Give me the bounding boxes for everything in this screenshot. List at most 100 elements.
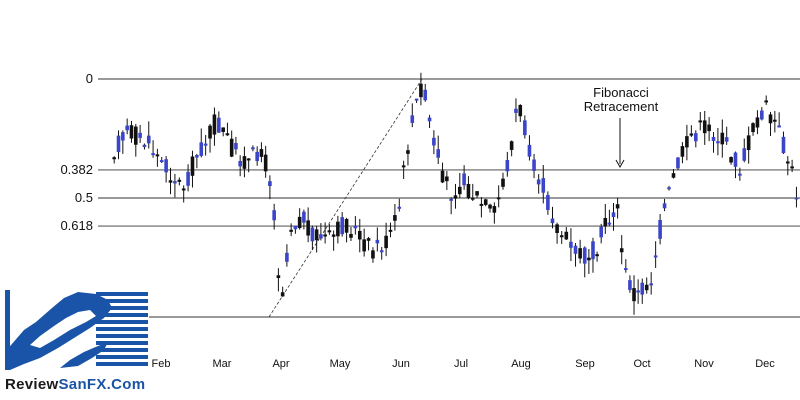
logo-word-review: Review: [5, 376, 59, 393]
candle-body-down: [225, 133, 230, 136]
candle-body-up: [546, 194, 550, 210]
annotation-line-1: Fibonacci: [593, 85, 649, 100]
candle-body-down: [440, 170, 445, 183]
candle-body-up: [302, 211, 306, 223]
candle-body-down: [702, 120, 707, 134]
candle-body-down: [181, 188, 186, 191]
candle-body-down: [644, 284, 649, 291]
candle-body-down: [168, 180, 173, 183]
candle-body-up: [125, 125, 129, 131]
candle-body-down: [632, 288, 636, 302]
candle-body-up: [636, 290, 640, 293]
candle-body-down: [492, 206, 497, 213]
candle-body-up: [353, 225, 358, 229]
candle-body-up: [427, 117, 432, 122]
candle-body-up: [414, 98, 419, 101]
candle-body-down: [327, 230, 332, 233]
candle-body-up: [138, 132, 142, 138]
candle-body-up: [624, 268, 628, 271]
candle-body-down: [518, 104, 523, 117]
logo-stripe: [96, 362, 148, 366]
candle-body-up: [199, 142, 204, 156]
candle-body-down: [479, 203, 484, 206]
candle-body-up: [142, 144, 147, 148]
candle-body-down: [773, 119, 777, 122]
annotation-line-2: Retracement: [584, 99, 659, 114]
candle-body-down: [419, 83, 423, 98]
candle-body-up: [541, 178, 546, 193]
logo-stripe: [96, 299, 148, 303]
candle-body-up: [462, 173, 466, 186]
candle-body-down: [453, 195, 458, 199]
candle-body-up: [432, 137, 436, 146]
candle-body-down: [587, 257, 591, 261]
logo-stripe: [96, 320, 148, 324]
fib-level-label: 0: [86, 71, 93, 86]
candle-body-up: [573, 245, 578, 254]
candle-body-down: [331, 234, 336, 237]
candle-body-down: [323, 234, 327, 237]
candle-body-down: [212, 114, 217, 135]
candle-body-up: [738, 173, 742, 176]
x-tick-label: Mar: [213, 358, 232, 370]
candle-body-down: [555, 224, 559, 234]
candle-body-up: [410, 115, 415, 123]
fibonacci-annotation: Fibonacci Retracement: [584, 85, 659, 169]
candle-body-down: [280, 292, 285, 297]
candle-body-up: [640, 282, 645, 295]
candle-body-up: [550, 218, 555, 224]
logo-border: [5, 290, 10, 370]
candle-body-down: [615, 204, 620, 209]
swing-trend-line: [268, 78, 423, 318]
candle-body-up: [781, 136, 786, 154]
candle-body-down: [466, 183, 471, 198]
candle-body-up: [591, 241, 595, 260]
candle-body-up: [285, 252, 289, 262]
x-tick-label: Jun: [392, 358, 410, 370]
candle-body-down: [401, 165, 406, 168]
candle-body-up: [514, 108, 518, 113]
candle-body-down: [595, 254, 599, 257]
candle-body-up: [217, 117, 221, 133]
candle-body-down: [406, 150, 410, 154]
x-tick-label: Dec: [755, 358, 775, 370]
candle-body-down: [221, 127, 225, 132]
x-axis-month-labels: Feb Mar Apr May Jun Jul Aug Sep Oct Nov Dec: [152, 358, 776, 370]
candle-body-down: [388, 229, 393, 232]
candle-body-up: [760, 110, 764, 120]
candle-body-down: [112, 157, 116, 160]
candle-body-down: [297, 216, 302, 229]
candle-body-up: [255, 151, 259, 162]
candle-body-up: [293, 225, 298, 230]
candle-body-down: [603, 217, 608, 227]
candle-body-down: [671, 173, 676, 178]
reviewsanfx-logo: ReviewSanFX.Com: [5, 290, 149, 393]
candle-body-down: [790, 166, 794, 169]
candle-body-up: [146, 135, 151, 144]
fib-level-label: 0.382: [60, 162, 93, 177]
logo-word-sanfx: SanFX.Com: [59, 376, 146, 393]
candle-body-up: [151, 153, 155, 156]
candle-body-down: [357, 230, 362, 240]
x-tick-label: Jul: [454, 358, 468, 370]
candle-body-down: [746, 135, 751, 151]
logo-stripe: [96, 348, 148, 352]
candle-body-down: [698, 120, 703, 123]
x-tick-label: Oct: [633, 358, 650, 370]
candle-body-up: [599, 226, 603, 238]
candle-body-up: [742, 148, 747, 161]
x-tick-label: Sep: [575, 358, 595, 370]
logo-stripe: [96, 306, 148, 310]
candle-body-down: [276, 275, 281, 279]
candle-body-up: [173, 181, 177, 184]
candle-body-down: [129, 125, 134, 139]
candle-body-up: [238, 160, 242, 167]
candle-body-down: [344, 218, 349, 233]
logo-text: ReviewSanFX.Com: [5, 376, 145, 393]
annotation-arrow-head: [615, 159, 625, 169]
candle-body-up: [536, 179, 541, 185]
candle-body-up: [523, 120, 527, 136]
candle-body-up: [319, 234, 323, 239]
candle-body-down: [190, 156, 195, 176]
